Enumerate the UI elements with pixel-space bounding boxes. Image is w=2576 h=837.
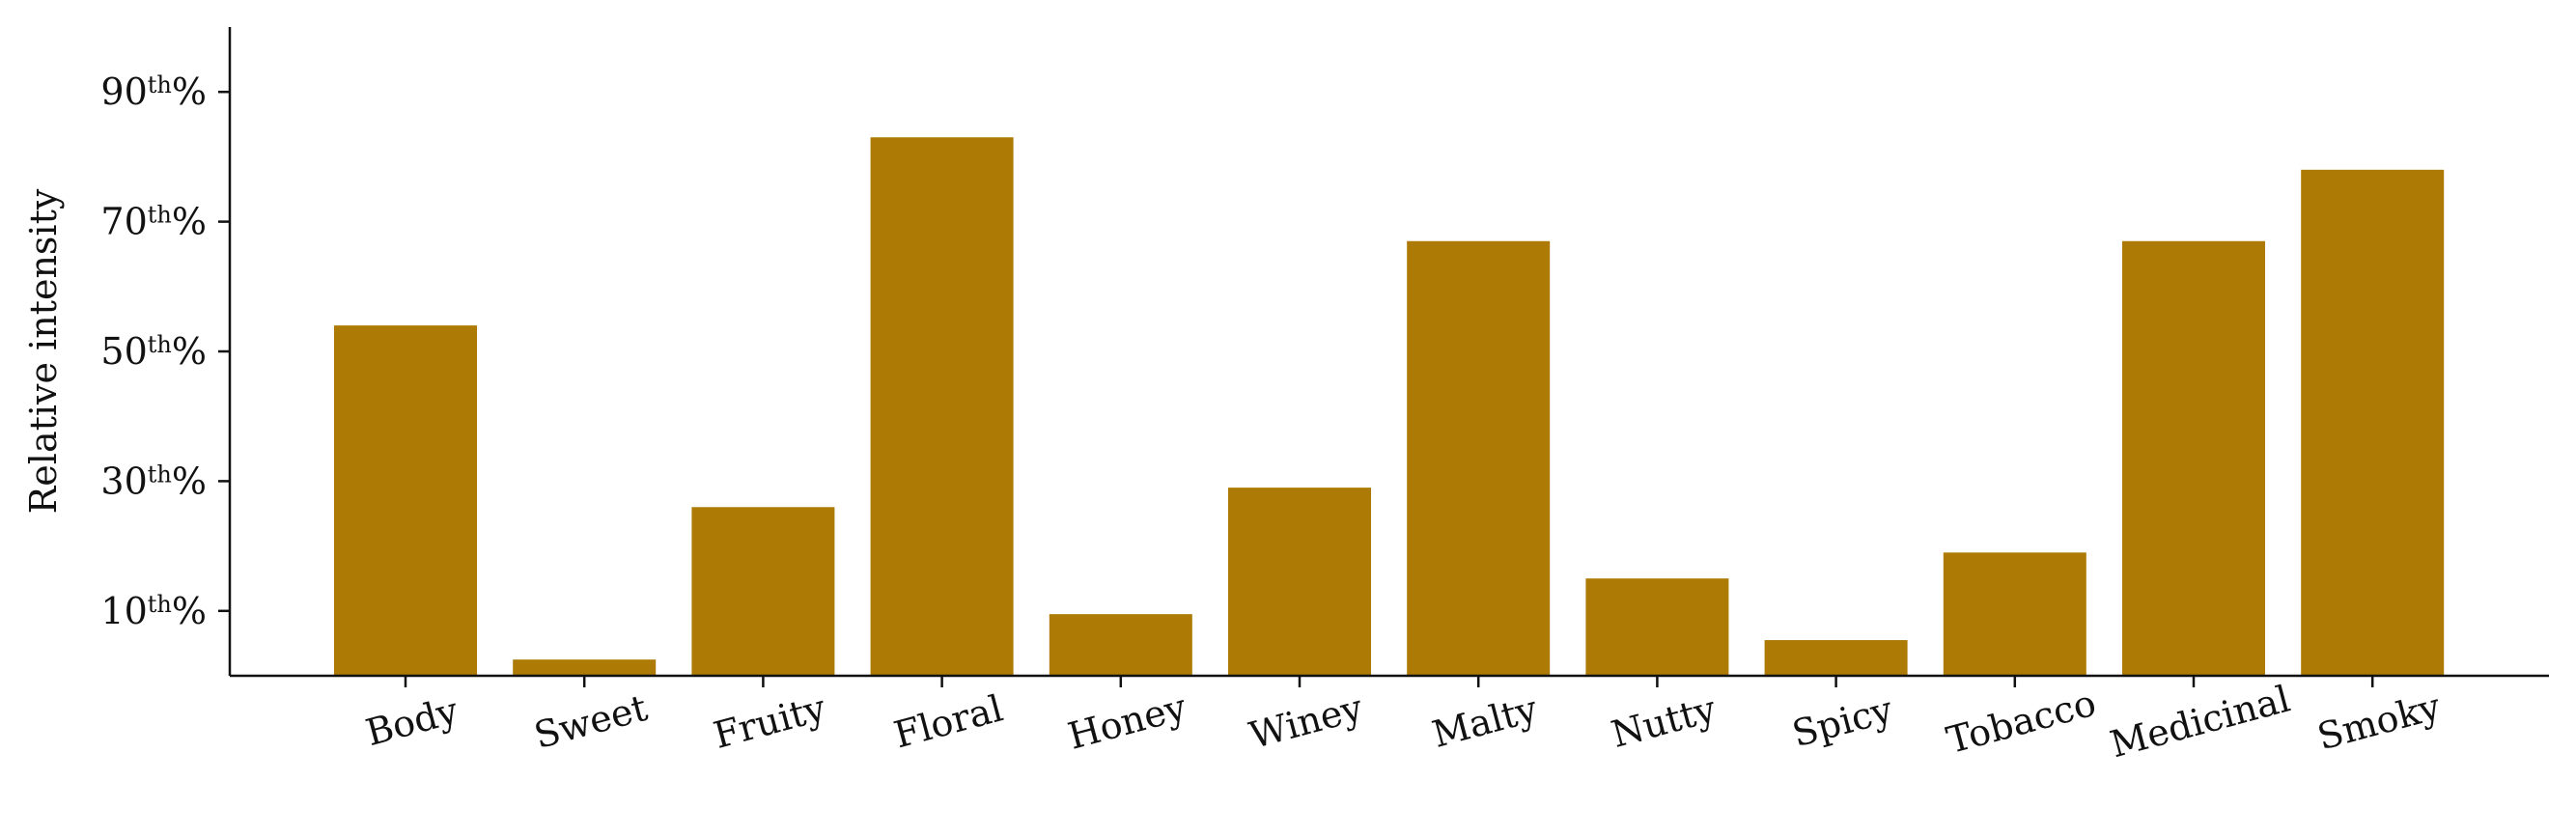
x-ticks-group: Body Sweet Fruity Floral Honey Winey Malty Nutt… <box>361 676 2446 767</box>
bar-winey <box>1228 488 1371 676</box>
y-axis-label: Relative intensity <box>22 188 65 514</box>
y-tick-label: 90th% <box>100 70 207 113</box>
bar-smoky <box>2301 169 2445 677</box>
x-tick-label: Honey <box>1064 685 1191 758</box>
bars-group <box>334 137 2445 677</box>
x-tick-label: Winey <box>1245 686 1367 757</box>
x-tick-label: Medicinal <box>2106 678 2294 767</box>
y-tick-label: 70th% <box>100 201 207 243</box>
bar-sweet <box>513 659 657 676</box>
x-tick-label: Sweet <box>530 686 652 757</box>
bar-spicy <box>1764 640 1908 676</box>
bar-body <box>334 325 477 676</box>
x-tick-label: Malty <box>1428 687 1543 756</box>
x-tick-label: Spicy <box>1788 687 1898 755</box>
x-tick-label: Tobacco <box>1943 682 2101 762</box>
x-tick-label: Floral <box>889 686 1007 756</box>
x-tick-label: Nutty <box>1607 687 1721 756</box>
y-tick-label: 10th% <box>100 590 207 632</box>
y-ticks-group: 10th% 30th% 50th% 70th% 90th% <box>100 70 230 632</box>
bar-nutty <box>1585 578 1729 676</box>
x-tick-label: Smoky <box>2313 684 2446 758</box>
bar-fruity <box>691 507 835 676</box>
y-tick-label: 30th% <box>100 460 207 502</box>
bar-malty <box>1407 240 1551 676</box>
bar-medicinal <box>2122 240 2265 676</box>
bar-tobacco <box>1943 552 2086 676</box>
x-tick-label: Fruity <box>709 686 830 757</box>
bar-honey <box>1049 614 1192 676</box>
x-tick-label: Body <box>361 689 462 755</box>
bar-floral <box>870 137 1014 677</box>
y-tick-label: 50th% <box>100 330 207 373</box>
